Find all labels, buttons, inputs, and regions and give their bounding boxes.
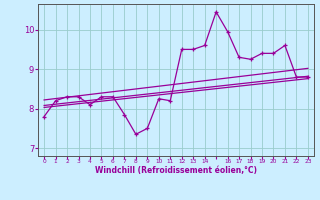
X-axis label: Windchill (Refroidissement éolien,°C): Windchill (Refroidissement éolien,°C) <box>95 166 257 175</box>
